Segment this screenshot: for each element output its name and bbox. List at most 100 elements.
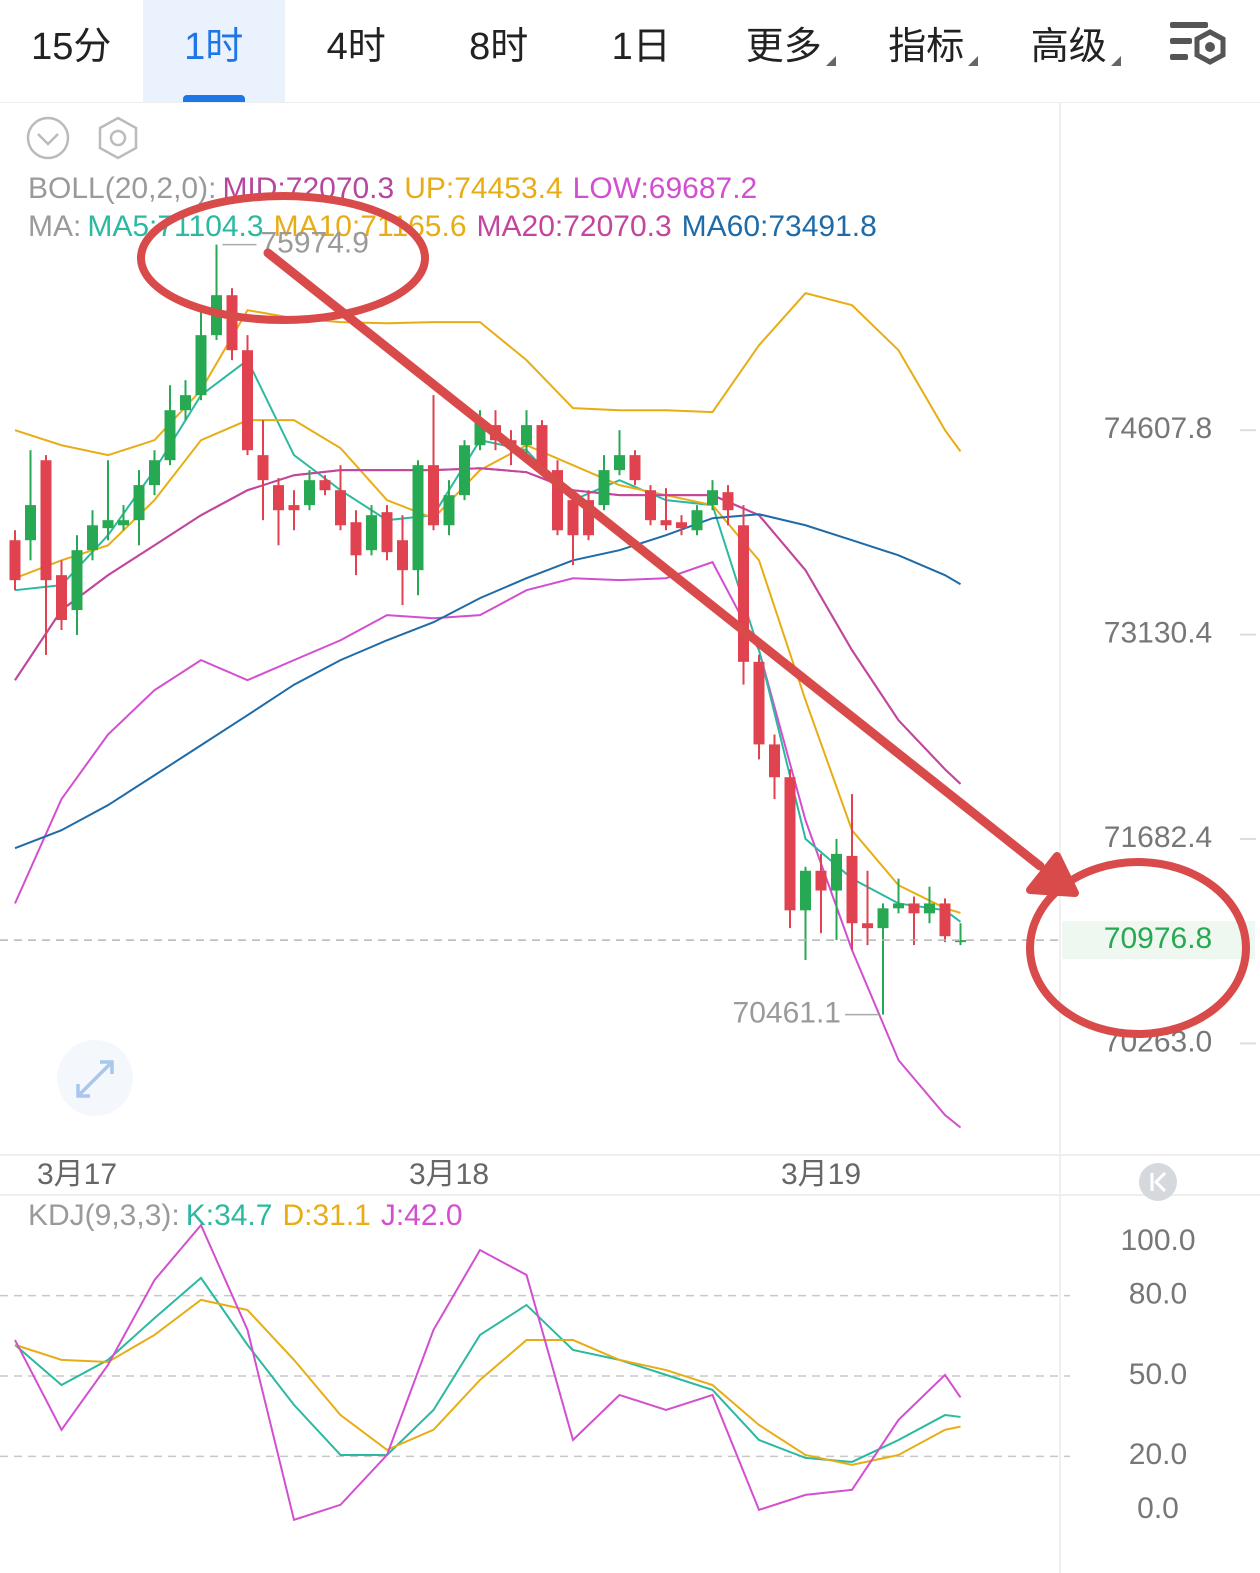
x-tick-label: 3月17 bbox=[37, 1158, 117, 1191]
tab-label: 15分 bbox=[31, 26, 112, 68]
candle-body bbox=[412, 465, 424, 571]
candle-body bbox=[769, 744, 780, 778]
candle-body bbox=[629, 455, 641, 481]
legend-item: UP:74453.4 bbox=[404, 172, 562, 205]
candle-body bbox=[102, 520, 114, 529]
legend-title: BOLL(20,2,0): bbox=[28, 172, 216, 205]
legend-item: MID:72070.3 bbox=[222, 172, 394, 205]
candle-body bbox=[397, 540, 408, 571]
candle-body bbox=[459, 445, 470, 496]
icon-dot bbox=[1205, 42, 1215, 52]
tab[interactable]: 4时 bbox=[285, 0, 428, 102]
candle-body bbox=[40, 460, 52, 581]
candle-body bbox=[800, 870, 811, 911]
candle-body bbox=[319, 480, 331, 491]
candle-body bbox=[738, 525, 749, 662]
candle-body bbox=[846, 855, 858, 924]
candle-body bbox=[381, 512, 393, 553]
candle-body bbox=[815, 870, 827, 891]
ma-line bbox=[14, 513, 962, 850]
tab-label: 4时 bbox=[326, 26, 386, 68]
candle-body bbox=[335, 490, 346, 526]
settings-hex-dot bbox=[109, 129, 127, 147]
candle-body bbox=[242, 350, 253, 451]
legend-item: D:31.1 bbox=[282, 1199, 370, 1232]
tab[interactable]: 8时 bbox=[428, 0, 571, 102]
candle-body bbox=[273, 485, 284, 511]
candle-body bbox=[56, 575, 67, 621]
candle-body bbox=[955, 940, 966, 943]
candle-body bbox=[87, 525, 98, 551]
tab-label: 指标 bbox=[888, 26, 965, 68]
candle-body bbox=[753, 661, 765, 745]
candle-body bbox=[924, 903, 935, 914]
candle-body bbox=[195, 335, 207, 396]
legend-item: MA20:72070.3 bbox=[477, 210, 672, 243]
indicator-title: KDJ(9,3,3): bbox=[28, 1199, 180, 1232]
y-tick-label: 71682.4 bbox=[1104, 821, 1212, 854]
candle-body bbox=[304, 480, 315, 506]
y-tick-label: 73130.4 bbox=[1104, 617, 1212, 650]
boll-line bbox=[14, 560, 962, 1129]
candle-body bbox=[9, 540, 21, 581]
candle-body bbox=[614, 455, 625, 471]
high-label: 75974.9 bbox=[261, 227, 369, 260]
candle-body bbox=[366, 515, 377, 551]
ma-line bbox=[14, 358, 962, 923]
candle-body bbox=[536, 425, 548, 471]
tab-label: 1日 bbox=[611, 26, 671, 68]
candle-body bbox=[676, 522, 687, 529]
candle-body bbox=[583, 500, 594, 536]
tab[interactable]: 1时 bbox=[142, 0, 285, 102]
tab[interactable]: 1日 bbox=[570, 0, 713, 102]
y-tick-label: 80.0 bbox=[1129, 1278, 1187, 1311]
low-label: 70461.1 bbox=[733, 997, 841, 1030]
tab[interactable]: 指标 bbox=[855, 0, 998, 102]
icon-hex bbox=[1194, 29, 1226, 65]
candle-body bbox=[862, 923, 873, 929]
candle-body bbox=[722, 492, 734, 511]
tab[interactable]: 更多 bbox=[713, 0, 856, 102]
dropdown-caret bbox=[968, 56, 979, 66]
candle-body bbox=[164, 410, 176, 461]
dropdown-caret bbox=[1110, 56, 1121, 66]
boll-line bbox=[14, 292, 962, 457]
x-tick-label: 3月19 bbox=[781, 1158, 861, 1191]
candle-body bbox=[784, 777, 796, 911]
legend-item: J:42.0 bbox=[381, 1199, 463, 1232]
candle-body bbox=[908, 903, 920, 914]
y-tick-label: 100.0 bbox=[1120, 1224, 1195, 1257]
last-price-label: 70976.8 bbox=[1104, 922, 1212, 955]
settings-hex-icon[interactable] bbox=[98, 116, 138, 160]
ma-line bbox=[14, 419, 961, 914]
tab-label: 高级 bbox=[1030, 26, 1107, 68]
collapse-icon[interactable] bbox=[26, 116, 70, 160]
candle-body bbox=[645, 490, 656, 521]
legend-item: LOW:69687.2 bbox=[573, 172, 758, 205]
kdj-line bbox=[14, 1223, 962, 1522]
y-tick-label: 20.0 bbox=[1129, 1438, 1187, 1471]
collapse-icon-chevron bbox=[37, 133, 59, 146]
y-tick-label: 50.0 bbox=[1129, 1358, 1187, 1391]
x-tick-label: 3月18 bbox=[409, 1158, 489, 1191]
tab[interactable]: 高级 bbox=[998, 0, 1141, 102]
settings-icon[interactable] bbox=[1165, 18, 1235, 78]
candle-body bbox=[25, 505, 36, 541]
expand-icon bbox=[76, 1060, 114, 1098]
candle-body bbox=[660, 520, 672, 526]
legend-item: MA5:71104.3 bbox=[87, 210, 263, 243]
candle-body bbox=[831, 853, 842, 891]
tab[interactable]: 15分 bbox=[0, 0, 143, 102]
candle-body bbox=[598, 470, 610, 506]
candle-body bbox=[521, 425, 532, 446]
timeframe-tabs: 15分 1时 4时 8时 1日 更多 指标 高级 bbox=[0, 0, 1260, 103]
kdj-line bbox=[14, 1298, 961, 1466]
candle-body bbox=[552, 470, 563, 531]
candle-body bbox=[877, 908, 889, 929]
y-tick-label: 0.0 bbox=[1137, 1492, 1179, 1525]
icon-bar bbox=[1170, 22, 1208, 28]
dropdown-caret bbox=[825, 56, 836, 66]
candle-body bbox=[288, 505, 300, 511]
